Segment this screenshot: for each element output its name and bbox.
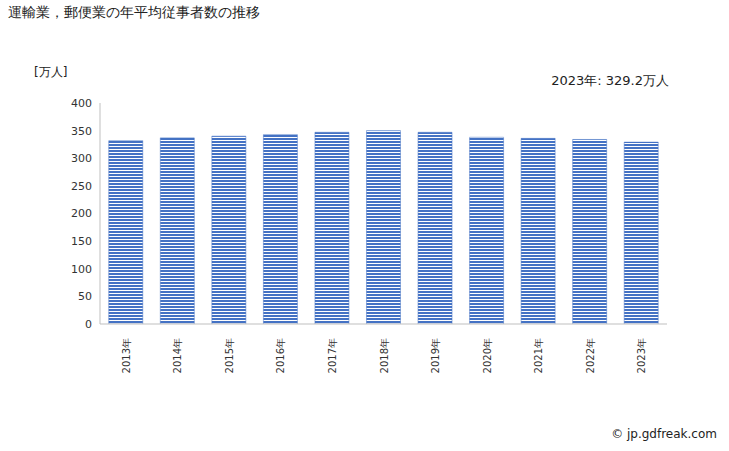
html-text:[万人]: [万人]: [34, 65, 68, 79]
svg-text:200: 200: [71, 207, 92, 220]
svg-text:2023年: 2023年: [636, 338, 647, 373]
svg-text:2020年: 2020年: [482, 338, 493, 373]
html-text:© jp.gdfreak.com: © jp.gdfreak.com: [611, 427, 717, 441]
svg-text:2017年: 2017年: [327, 338, 338, 373]
svg-text:400: 400: [71, 97, 92, 110]
svg-text:2018年: 2018年: [379, 338, 390, 373]
svg-text:300: 300: [71, 152, 92, 165]
svg-text:2013年: 2013年: [121, 338, 132, 373]
svg-text:2021年: 2021年: [533, 338, 544, 373]
svg-text:2015年: 2015年: [224, 338, 235, 373]
svg-text:2016年: 2016年: [275, 338, 286, 373]
svg-text:0: 0: [85, 318, 92, 331]
html-text:運輸業，郵便業の年平均従事者数の推移: 運輸業，郵便業の年平均従事者数の推移: [8, 4, 260, 20]
svg-text:350: 350: [71, 125, 92, 138]
svg-text:2014年: 2014年: [172, 338, 183, 373]
svg-text:50: 50: [78, 290, 92, 303]
svg-text:250: 250: [71, 180, 92, 193]
html-text:2023年: 329.2万人: 2023年: 329.2万人: [551, 73, 669, 88]
svg-text:2019年: 2019年: [430, 338, 441, 373]
svg-text:100: 100: [71, 263, 92, 276]
svg-text:2022年: 2022年: [585, 338, 596, 373]
svg-text:150: 150: [71, 235, 92, 248]
